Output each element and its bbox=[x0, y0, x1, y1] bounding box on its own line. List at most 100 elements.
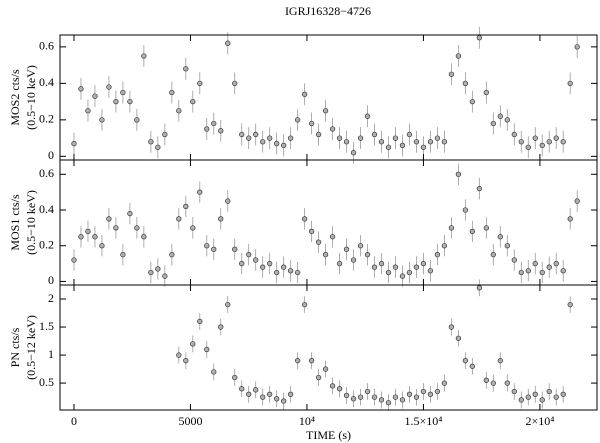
data-point bbox=[287, 391, 294, 397]
data-point bbox=[274, 140, 280, 147]
data-point bbox=[539, 142, 545, 149]
data-point bbox=[427, 391, 434, 397]
data-point bbox=[364, 113, 371, 119]
data-point bbox=[106, 84, 112, 90]
data-point bbox=[190, 98, 196, 105]
data-point bbox=[441, 243, 448, 249]
data-point bbox=[260, 394, 266, 400]
data-point bbox=[183, 203, 189, 210]
data-point bbox=[518, 269, 524, 276]
data-point bbox=[294, 358, 301, 364]
data-point bbox=[399, 397, 406, 403]
data-point bbox=[574, 44, 580, 50]
data-point bbox=[455, 171, 462, 177]
data-point bbox=[469, 98, 476, 105]
y-tick-label: 2 bbox=[48, 291, 54, 305]
y-tick-label: 0.6 bbox=[39, 166, 54, 180]
data-point bbox=[511, 388, 517, 395]
data-point bbox=[329, 234, 336, 240]
data-point bbox=[218, 324, 224, 330]
data-point bbox=[287, 135, 294, 141]
data-point bbox=[294, 117, 301, 123]
y-tick-label: 1.5 bbox=[39, 319, 54, 333]
data-point bbox=[511, 257, 517, 263]
data-point bbox=[567, 216, 573, 222]
data-point bbox=[378, 260, 385, 267]
y-axis-label: (0.5−12 keV) bbox=[24, 315, 38, 380]
data-point bbox=[308, 358, 315, 364]
data-point bbox=[364, 251, 371, 258]
data-point bbox=[322, 366, 329, 372]
data-point bbox=[315, 131, 322, 138]
data-point bbox=[357, 394, 364, 400]
data-point bbox=[441, 139, 448, 145]
data-point bbox=[301, 216, 308, 222]
data-point bbox=[469, 228, 476, 235]
data-point bbox=[113, 98, 119, 105]
data-point bbox=[539, 269, 545, 276]
data-point bbox=[211, 369, 217, 375]
data-point bbox=[246, 391, 252, 397]
data-point bbox=[420, 260, 427, 267]
x-tick-label: 1.5×10⁴ bbox=[404, 414, 442, 428]
data-point bbox=[239, 386, 245, 392]
data-point bbox=[448, 71, 455, 77]
data-point bbox=[155, 266, 161, 272]
data-point bbox=[420, 144, 427, 150]
data-point bbox=[553, 135, 559, 141]
data-point bbox=[497, 234, 503, 240]
data-point bbox=[455, 53, 462, 59]
data-point bbox=[204, 346, 210, 353]
data-point bbox=[427, 139, 434, 145]
data-point bbox=[246, 251, 252, 258]
data-point bbox=[350, 396, 357, 402]
y-tick-label: 1 bbox=[48, 347, 54, 361]
data-point bbox=[281, 264, 287, 270]
x-tick-label: 2×10⁴ bbox=[525, 414, 554, 428]
data-point bbox=[253, 257, 259, 263]
data-point bbox=[385, 144, 392, 150]
data-point bbox=[483, 377, 489, 383]
data-point bbox=[253, 131, 259, 138]
data-point bbox=[546, 264, 552, 270]
data-point bbox=[336, 260, 343, 267]
data-point bbox=[218, 128, 224, 134]
y-axis-label: (0.5−10 keV) bbox=[24, 190, 38, 255]
data-point bbox=[392, 394, 399, 400]
data-point bbox=[378, 397, 385, 403]
data-point bbox=[434, 388, 441, 395]
data-point bbox=[281, 142, 287, 149]
data-point bbox=[420, 388, 427, 395]
data-point bbox=[106, 216, 112, 222]
data-point bbox=[162, 273, 168, 279]
data-point bbox=[78, 234, 84, 240]
data-point bbox=[406, 131, 413, 138]
data-point bbox=[127, 210, 133, 217]
data-point bbox=[329, 126, 336, 132]
data-point bbox=[148, 139, 154, 145]
panel-frame bbox=[59, 284, 598, 411]
data-point bbox=[197, 318, 203, 325]
data-point bbox=[211, 246, 217, 252]
data-point bbox=[525, 268, 531, 274]
data-point bbox=[560, 391, 566, 397]
y-tick-label: 0.4 bbox=[39, 202, 54, 216]
data-point bbox=[225, 198, 231, 204]
data-point bbox=[232, 246, 238, 252]
data-point bbox=[239, 260, 245, 267]
data-point bbox=[357, 243, 364, 249]
data-point bbox=[176, 216, 182, 222]
data-point bbox=[483, 225, 489, 231]
data-point bbox=[190, 225, 196, 231]
data-point bbox=[92, 93, 98, 99]
data-point bbox=[483, 89, 489, 96]
data-point bbox=[476, 185, 482, 192]
data-point bbox=[183, 358, 189, 364]
data-point bbox=[413, 394, 420, 400]
data-point bbox=[315, 374, 322, 381]
data-point bbox=[239, 131, 245, 138]
data-point bbox=[148, 269, 154, 276]
data-point bbox=[92, 234, 98, 240]
data-point bbox=[476, 35, 482, 41]
